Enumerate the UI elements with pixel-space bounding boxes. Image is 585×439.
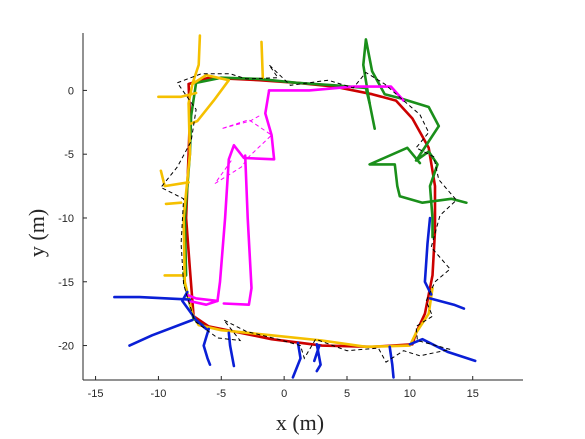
trajectory-blue-solid-26 — [408, 337, 477, 363]
trajectory-yellow-solid-7 — [260, 40, 265, 79]
trajectory-blue-solid-21 — [227, 331, 236, 368]
y-tick-label: 0 — [68, 85, 74, 97]
y-axis-label: y (m) — [24, 209, 49, 257]
y-tick-label: -10 — [58, 213, 74, 225]
x-tick-label: 5 — [344, 388, 350, 400]
trajectory-blue-solid-27 — [428, 297, 466, 310]
trajectory-magenta-solid-14 — [187, 299, 219, 307]
trajectory-blue-solid-28 — [423, 216, 433, 296]
trajectory-magenta-dashed-16 — [214, 114, 273, 184]
x-tick-label: -5 — [216, 388, 226, 400]
trajectory-magenta-solid-15 — [222, 154, 253, 307]
x-tick-label: 10 — [404, 388, 416, 400]
x-tick-label: -15 — [88, 388, 104, 400]
x-tick-label: 0 — [281, 388, 287, 400]
trajectory-red-solid-0 — [184, 76, 437, 349]
trajectory-yellow-solid-6 — [189, 73, 231, 125]
trajectory-yellow-solid-9 — [159, 169, 190, 188]
y-tick-label: -20 — [58, 341, 74, 353]
trajectory-yellow-solid-8 — [157, 91, 198, 99]
trajectory-blue-solid-22 — [291, 341, 302, 379]
trajectory-yellow-solid-5 — [182, 34, 434, 349]
trajectory-blue-solid-24 — [312, 344, 321, 363]
trajectory-green-solid-2 — [361, 38, 441, 239]
trajectory-blue-solid-20 — [202, 327, 212, 367]
trajectory-blue-solid-19 — [128, 318, 194, 347]
axes — [82, 33, 523, 381]
y-tick-label: -5 — [64, 149, 74, 161]
y-tick-label: -15 — [58, 277, 74, 289]
y-ticks: 0 -5 -10 -15 -20 — [58, 85, 87, 353]
x-axis-label: x (m) — [276, 410, 324, 435]
trajectory-magenta-solid-13 — [184, 89, 276, 303]
trajectory-magenta-solid-12 — [267, 85, 405, 102]
trajectory-green-solid-3 — [368, 146, 468, 204]
x-tick-label: 15 — [467, 388, 479, 400]
trajectory-blue-solid-17 — [181, 290, 208, 331]
trajectory-traces — [113, 34, 477, 379]
trajectory-blue-solid-18 — [113, 295, 192, 301]
x-tick-label: -10 — [150, 388, 166, 400]
trajectory-blue-solid-25 — [388, 345, 395, 379]
trajectory-green-solid-1 — [183, 76, 377, 277]
trajectory-yellow-solid-10 — [164, 201, 183, 206]
x-ticks: -15 -10 -5 0 5 10 15 — [88, 376, 479, 400]
